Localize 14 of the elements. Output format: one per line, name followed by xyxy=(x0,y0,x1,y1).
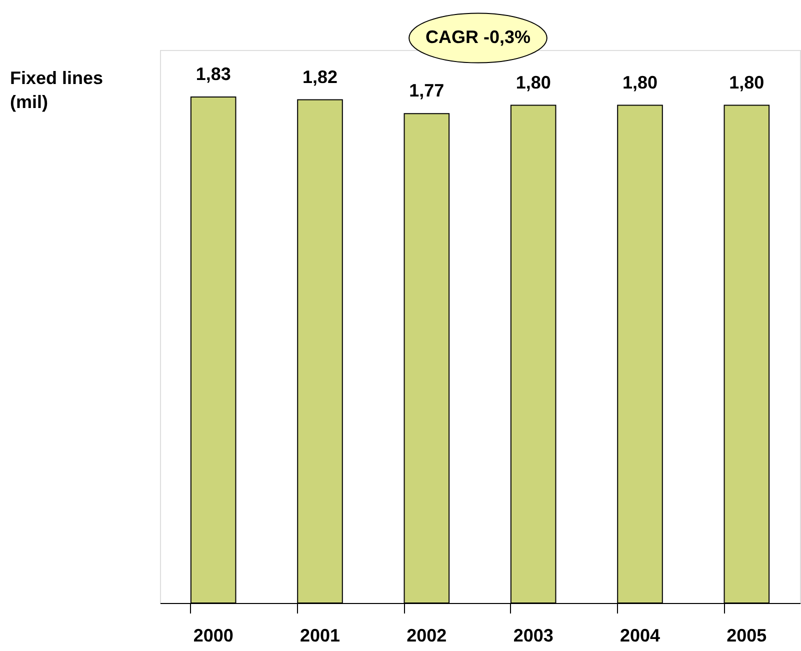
x-tick-label: 2003 xyxy=(513,626,554,646)
x-tick-label: 2002 xyxy=(406,626,447,646)
data-label: 1,80 xyxy=(516,72,551,92)
y-axis-title: Fixed lines (mil) xyxy=(10,68,104,112)
text: CAGR -0,3% xyxy=(425,27,531,47)
x-tick-label: 2005 xyxy=(726,626,767,646)
data-label: 1,82 xyxy=(302,66,338,87)
data-label: 1,80 xyxy=(622,72,658,92)
x-tick-label: 2004 xyxy=(620,626,660,646)
x-tick-label: 2001 xyxy=(300,626,340,646)
x-tick-label: 2000 xyxy=(193,626,234,646)
data-label: 1,83 xyxy=(196,64,231,84)
data-label: 1,77 xyxy=(409,80,444,101)
data-label: 1,80 xyxy=(729,72,764,92)
